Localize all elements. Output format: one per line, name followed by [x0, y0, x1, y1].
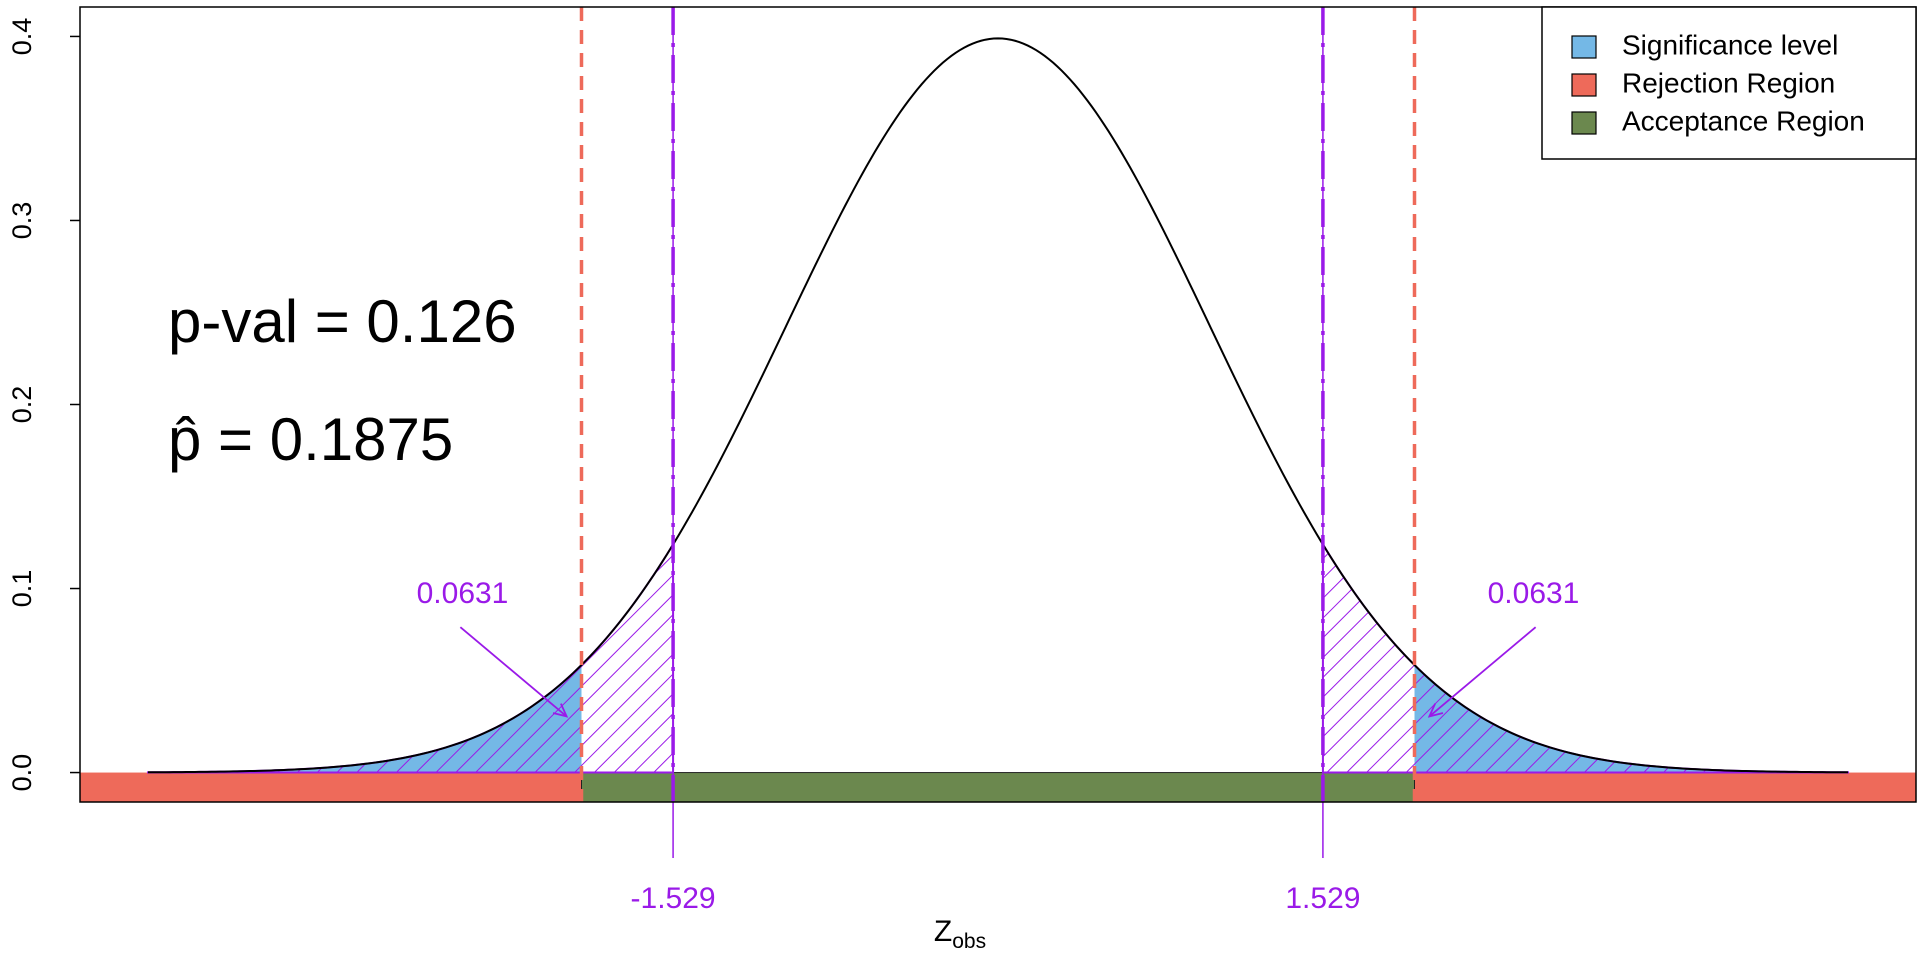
p-value-area	[147, 540, 675, 774]
x-axis-label-main: Z	[934, 915, 952, 948]
acceptance-region	[581, 772, 1415, 803]
legend-box	[1541, 6, 1917, 160]
z-obs-label: -1.529	[631, 882, 716, 915]
legend-swatch	[1571, 111, 1597, 135]
legend-swatch	[1571, 73, 1597, 97]
annotation: p-val = 0.126	[168, 288, 517, 355]
y-tick-label: 0.1	[7, 570, 37, 608]
legend-label: Rejection Region	[1622, 67, 1835, 98]
arrow	[1428, 626, 1537, 718]
legend-swatch	[1571, 35, 1597, 59]
y-tick-label: 0.0	[7, 754, 37, 792]
x-axis-label: Zobs	[934, 915, 986, 953]
y-tick-label: 0.3	[7, 202, 37, 240]
arrow	[459, 626, 568, 718]
x-axis-label-sub: obs	[952, 930, 986, 953]
y-tick-label: 0.4	[7, 18, 37, 56]
arrow-head	[552, 703, 569, 718]
tail-area-label: 0.0631	[1488, 577, 1580, 610]
y-tick-label: 0.2	[7, 386, 37, 424]
p-value-area	[1321, 540, 1849, 774]
rejection-region	[1414, 772, 1916, 802]
rejection-region	[80, 772, 582, 802]
annotation: p̂ = 0.1875	[168, 406, 453, 473]
arrow-head	[1427, 703, 1444, 718]
legend-label: Significance level	[1622, 29, 1838, 60]
legend-label: Acceptance Region	[1622, 105, 1865, 136]
density-curve	[147, 37, 1849, 774]
tail-area-label: 0.0631	[417, 577, 509, 610]
z-obs-label: 1.529	[1285, 882, 1360, 915]
